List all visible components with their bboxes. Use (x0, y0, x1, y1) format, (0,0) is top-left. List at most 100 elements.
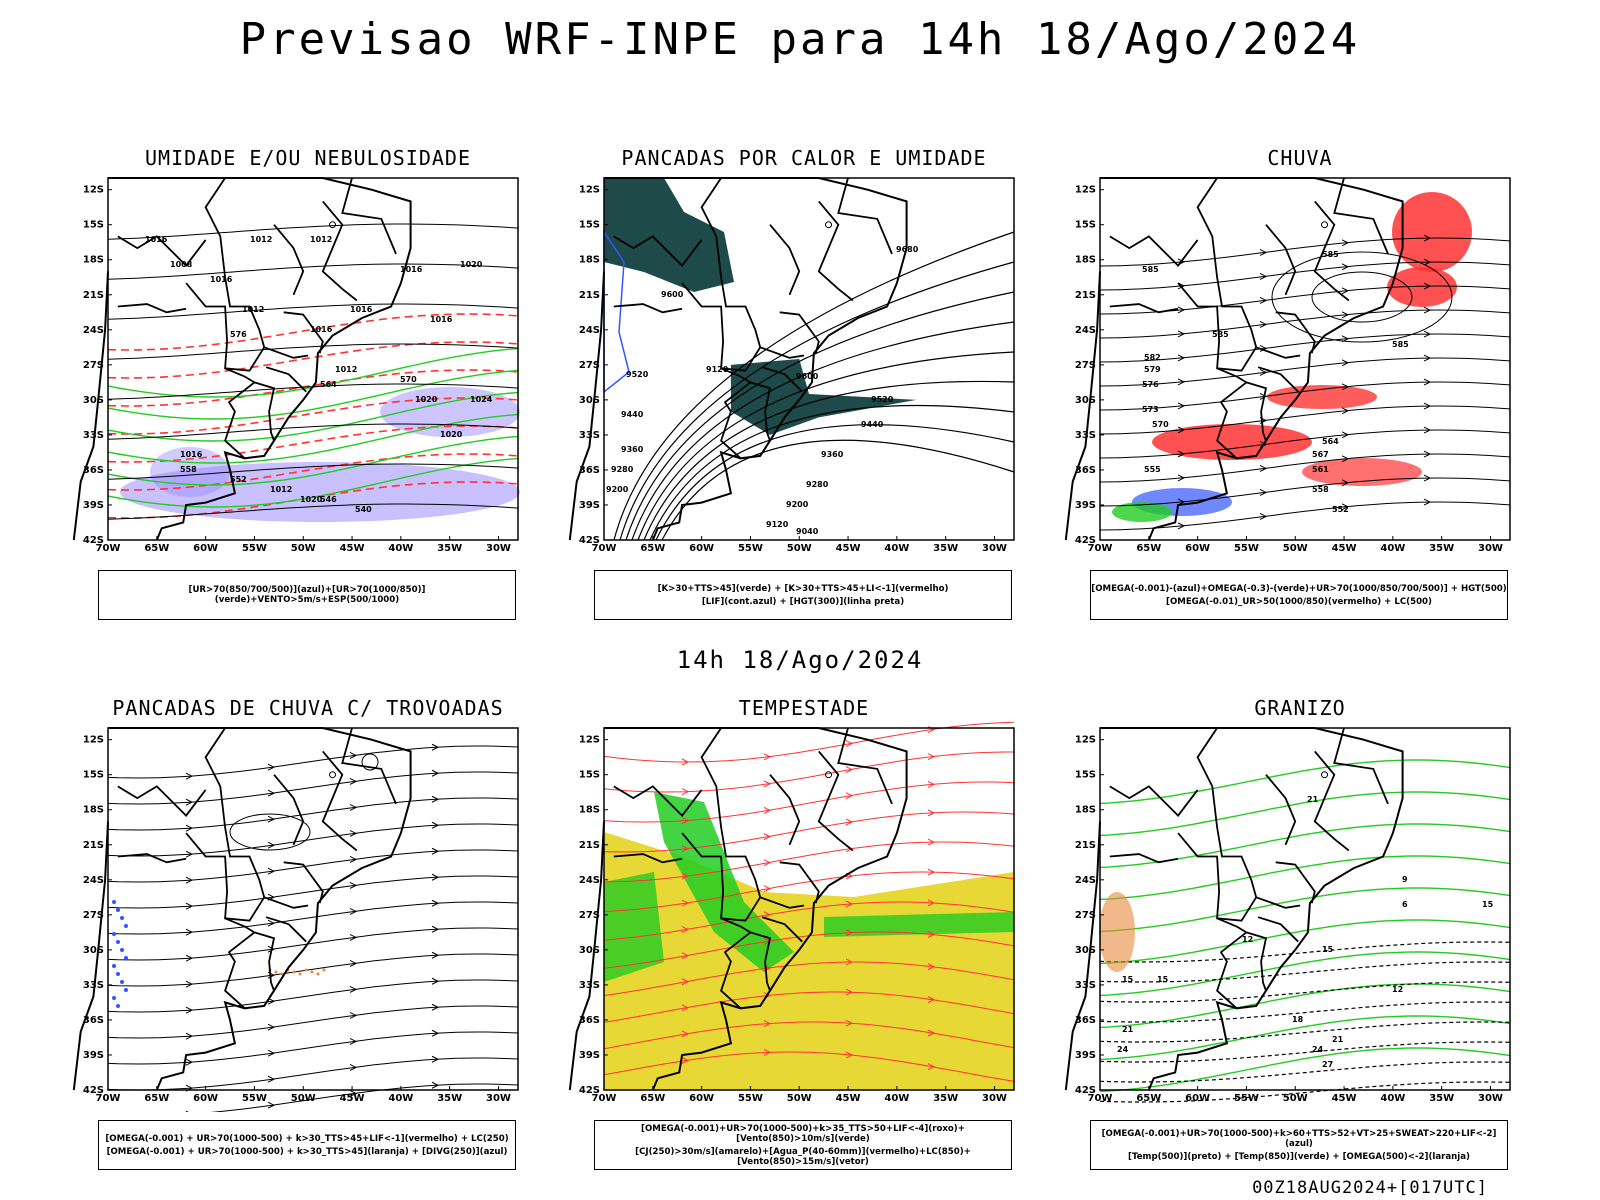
thunder-dot (316, 972, 320, 976)
panel-title-chuva: CHUVA (1267, 146, 1333, 170)
country-border (1109, 785, 1199, 817)
lon-tick-label: 55W (738, 1093, 763, 1104)
streamline-arrowhead (927, 868, 936, 876)
streamline (107, 771, 519, 805)
streamline (107, 1031, 519, 1065)
country-border (759, 346, 805, 359)
streamline-arrowhead (845, 792, 854, 800)
streamline-arrowhead (1259, 465, 1268, 472)
streamline-arrowhead (349, 1012, 358, 1019)
country-border (1313, 750, 1350, 852)
streamline-arrowhead (185, 1006, 194, 1014)
streamline-arrowhead (349, 856, 358, 863)
contour-label: 1012 (242, 305, 264, 314)
streamline-arrowhead (1341, 287, 1350, 295)
lon-tick-label: 60W (193, 543, 218, 554)
lat-tick-label: 42S (1075, 1085, 1096, 1096)
country-border (769, 774, 801, 846)
lat-tick-label: 15S (579, 770, 600, 781)
thickness-contour (107, 397, 519, 435)
streamline-arrowhead (431, 743, 440, 751)
lat-tick-label: 36S (83, 465, 104, 476)
isobar (107, 223, 519, 240)
streamline-arrowhead (681, 872, 690, 880)
contour-label: 1020 (440, 430, 463, 439)
country-border (817, 200, 854, 302)
contour-label: 21 (1332, 1035, 1344, 1044)
lat-tick-label: 15S (83, 770, 104, 781)
streamline-arrowhead (927, 838, 936, 846)
streamline-arrowhead (185, 1032, 194, 1040)
lon-tick-label: 50W (787, 543, 812, 554)
legend-chuva: [OMEGA(-0.001)-(azul)+OMEGA(-0.3)-(verde… (1090, 570, 1508, 620)
streamline-arrowhead (1423, 426, 1432, 434)
lat-tick-label: 39S (83, 1050, 104, 1061)
lat-tick-label: 18S (83, 805, 104, 816)
streamline-arrowhead (431, 925, 440, 933)
contour-label: 9 (1402, 875, 1408, 884)
divergence-dot (116, 1004, 120, 1008)
country-border (185, 282, 265, 372)
lat-tick-label: 33S (83, 980, 104, 991)
streamline (107, 875, 519, 909)
lon-tick-label: 60W (1185, 543, 1210, 554)
streamline-arrowhead (681, 1057, 690, 1064)
legend-line: [LIF](cont.azul) + [HGT(300)](linha pret… (701, 596, 905, 607)
streamline (107, 1057, 519, 1091)
streamline-arrowhead (1341, 359, 1350, 367)
streamline (107, 901, 519, 935)
streamline (1099, 357, 1511, 387)
isobar (107, 503, 519, 520)
thunder-dot (292, 970, 296, 974)
contour-label: 546 (320, 495, 337, 504)
streamline (603, 1021, 1015, 1050)
lat-tick-label: 18S (1075, 805, 1096, 816)
contour-label: 9280 (806, 480, 829, 489)
isobar (107, 303, 519, 320)
lat-tick-label: 39S (579, 1050, 600, 1061)
map-pancadas-calor: 9680 9600 9600 9520 9520 9440 9440 9360 9360 9280… (568, 177, 1015, 554)
thickness-contour (107, 369, 519, 407)
streamline (603, 751, 1014, 793)
streamline-arrowhead (431, 847, 440, 855)
geopotential-contour (661, 439, 1015, 541)
streamline-arrowhead (349, 1038, 358, 1045)
contour-label: 1012 (270, 485, 292, 494)
legend-umidade: [UR>70(850/700/500)](azul)+[UR>70(1000/8… (98, 570, 516, 620)
high-pressure-contour (1311, 271, 1413, 323)
country-border (700, 727, 762, 898)
streamline-arrowhead (1341, 263, 1350, 271)
thunder-dot (322, 968, 326, 972)
lake-marker (1321, 221, 1329, 229)
country-border (1265, 774, 1297, 846)
panel-title-trovoadas: PANCADAS DE CHUVA C/ TROVOADAS (112, 696, 504, 720)
streamline-arrowhead (927, 1029, 936, 1037)
streamline-arrowhead (431, 951, 440, 959)
temp500-contour (1099, 941, 1511, 963)
streamline-arrowhead (267, 1101, 276, 1109)
lon-tick-label: 45W (340, 1093, 365, 1104)
streamline-arrowhead (267, 789, 276, 797)
country-border (1177, 832, 1257, 922)
contour-label: 15 (1157, 975, 1169, 984)
lon-tick-label: 70W (592, 543, 617, 554)
streamline-arrowhead (1177, 402, 1186, 410)
coastline (1100, 727, 1404, 1091)
coastline-west (72, 821, 109, 1091)
lon-tick-label: 45W (1332, 1093, 1357, 1104)
contour-label: 585 (1392, 340, 1409, 349)
streamline-arrowhead (185, 1058, 194, 1066)
streamline-arrowhead (349, 986, 358, 993)
contour-label: 27 (1322, 1060, 1333, 1069)
country-border (1255, 346, 1301, 359)
streamline-arrowhead (927, 753, 936, 761)
lon-tick-label: 70W (96, 543, 121, 554)
wind-green-area (824, 912, 1014, 937)
convection-green-area (730, 359, 917, 435)
map-frame (1099, 727, 1511, 1091)
country-border (1275, 861, 1316, 904)
country-border (1265, 224, 1297, 296)
streamline-arrowhead (431, 1055, 440, 1063)
streamline-arrowhead (431, 769, 440, 777)
lon-tick-label: 40W (884, 1093, 909, 1104)
